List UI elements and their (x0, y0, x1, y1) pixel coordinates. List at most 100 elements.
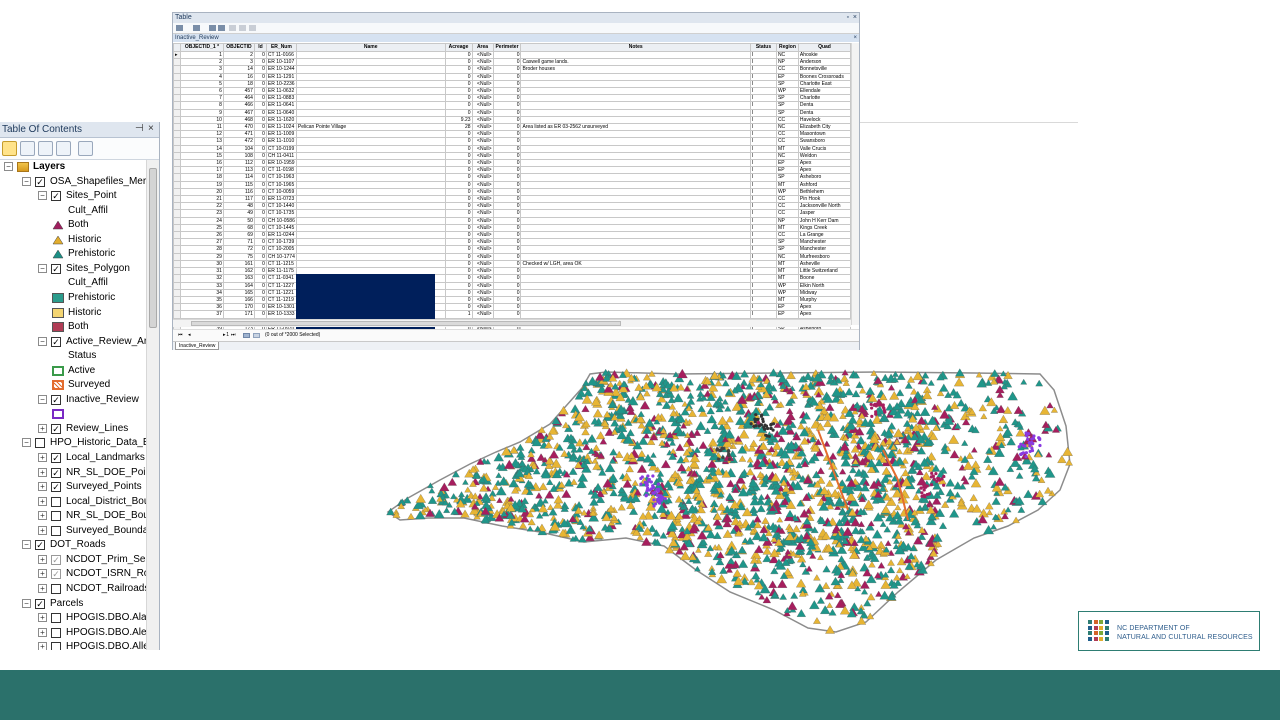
table-row[interactable]: 8 466 0 ER 11-0641 0 <Null> 0 I SP Denta (173, 101, 851, 110)
tab-inactive-review[interactable]: Inactive_Review (175, 342, 220, 350)
toc-item[interactable]: + ✓ Surveyed_Points (0, 480, 146, 494)
toc-item[interactable]: − ✓ Parcels (0, 597, 146, 611)
row-selector[interactable] (173, 310, 181, 319)
row-selector[interactable] (173, 303, 181, 312)
options-icon[interactable] (78, 141, 93, 156)
table-row[interactable]: 26 69 0 ER 11-0244 0 <Null> 0 I CC La Grange (173, 231, 851, 240)
list-by-source-icon[interactable] (20, 141, 35, 156)
layer-visibility-checkbox[interactable]: ✓ (51, 191, 61, 202)
toc-item[interactable]: +HPOGIS.DBO.Alexander (0, 626, 146, 640)
next-record-icon[interactable]: ▸ (223, 332, 226, 338)
toc-item[interactable] (0, 407, 146, 421)
table-row[interactable]: 22 48 0 CT 10-1440 0 <Null> 0 I CC Jacksonville N… (173, 202, 851, 211)
expand-icon[interactable]: + (38, 642, 47, 650)
row-selector[interactable] (173, 209, 181, 218)
expand-icon[interactable]: + (38, 554, 47, 564)
list-by-visibility-icon[interactable] (38, 141, 53, 156)
layer-visibility-checkbox[interactable] (51, 627, 61, 638)
table-row[interactable]: 5 18 0 ER 10-2236 0 <Null> 0 I SP Charlotte East (173, 79, 851, 89)
layer-visibility-checkbox[interactable] (51, 583, 61, 594)
table-row[interactable]: 14 104 0 CT 10-0199 0 <Null> 0 I MT Valle Crucis (173, 144, 851, 153)
zoom-to-selected-icon[interactable] (239, 25, 246, 31)
toc-item[interactable]: Both (0, 320, 146, 334)
toc-item[interactable]: +✓NCDOT_Prim_Sec_Roads (0, 553, 146, 567)
collapse-icon[interactable]: − (38, 263, 47, 273)
toc-item[interactable]: +✓NR_SL_DOE_Points (0, 466, 146, 480)
column-header[interactable]: ER_Num (265, 43, 297, 52)
row-selector[interactable] (173, 115, 181, 125)
toc-item[interactable]: + NCDOT_Railroads (0, 582, 146, 596)
column-header[interactable]: OBJECTID_1 * (179, 43, 224, 52)
table-row[interactable]: 35 166 0 CT 11-1219 0 <Null> 0 I MT Murphy (173, 295, 851, 305)
column-header[interactable]: Region (775, 43, 799, 52)
expand-icon[interactable]: + (38, 583, 47, 593)
toc-item[interactable]: Active (0, 364, 146, 378)
toc-item[interactable]: +Local_District_Boundaries (0, 495, 146, 509)
row-selector[interactable] (173, 288, 181, 297)
grid-hscroll-thumb[interactable] (191, 321, 621, 326)
table-row[interactable]: 11 470 0 ER 11-1024 Pelican Pointe Village 28… (173, 123, 851, 132)
grid-vertical-scrollbar[interactable] (851, 43, 859, 325)
layer-visibility-checkbox[interactable] (51, 613, 61, 624)
pin-icon[interactable]: ⊣ (135, 123, 144, 134)
column-header[interactable]: Quad (797, 43, 851, 52)
table-row[interactable]: 31 162 0 ER 11-1175 0 <Null> 0 I MT Little Switze… (173, 267, 851, 276)
table-options-icon[interactable] (176, 25, 183, 31)
row-selector[interactable] (173, 144, 181, 153)
row-selector[interactable] (173, 159, 181, 168)
table-row[interactable]: 29 75 0 CH 10-1774 0 <Null> 0 I NC Murfreesboro (173, 252, 851, 261)
layer-visibility-checkbox[interactable]: ✓ (51, 263, 61, 274)
toc-scrollbar[interactable] (146, 160, 159, 650)
table-row[interactable]: 6 457 0 ER 11-0632 0 <Null> 0 I WP Ellendale (173, 87, 851, 96)
toc-item[interactable]: + ✓ Review_Lines (0, 422, 146, 436)
table-row[interactable]: 33 164 0 CT 11-1227 0 <Null> 0 I WP Elkin North (173, 281, 851, 290)
row-selector[interactable] (173, 94, 181, 103)
expand-icon[interactable]: + (38, 627, 47, 637)
collapse-icon[interactable]: − (22, 598, 31, 608)
expand-icon[interactable]: + (38, 467, 47, 477)
row-selector[interactable] (173, 274, 181, 283)
layer-visibility-checkbox[interactable] (51, 642, 61, 650)
expand-icon[interactable]: + (38, 496, 47, 506)
layer-visibility-checkbox[interactable] (51, 496, 61, 507)
row-selector[interactable] (173, 187, 181, 197)
layer-visibility-checkbox[interactable]: ✓ (35, 176, 45, 187)
table-row[interactable]: ▸ 1 2 0 CT 11-0166 0 <Null> 0 I NC Ahoskie (173, 50, 851, 60)
list-by-drawing-order-icon[interactable] (2, 141, 17, 156)
row-selector[interactable] (173, 238, 181, 247)
toc-item[interactable]: Both (0, 218, 146, 232)
table-row[interactable]: 17 113 0 CT 11-0198 0 <Null> 0 I EP Apex (173, 166, 851, 175)
row-selector[interactable] (173, 79, 181, 89)
current-record-field[interactable]: 1 (226, 332, 229, 338)
toc-item[interactable]: +HPOGIS.DBO.Alamance (0, 611, 146, 625)
table-row[interactable]: 21 117 0 ER 11-0723 0 <Null> 0 I CC Pin Hook (173, 195, 851, 204)
switch-selection-icon[interactable] (218, 25, 225, 31)
row-selector[interactable] (173, 252, 181, 261)
toc-item[interactable]: +✓NCDOT_ISRN_Roads (0, 567, 146, 581)
table-row[interactable]: 36 170 0 ER 10-1301 0 <Null> 0 I EP Apex (173, 303, 851, 312)
column-header[interactable]: Status (749, 43, 777, 52)
table-row[interactable]: 20 116 0 CT 10-0059 0 <Null> 0 I WP Bethlehem (173, 187, 851, 197)
nc-map-view[interactable] (378, 360, 1078, 645)
table-row[interactable]: 3 14 0 ER 10-1244 0 <Null> 0 Broder houses I CC Bo… (173, 65, 851, 74)
close-table-icon[interactable]: × (853, 35, 857, 41)
row-selector[interactable]: ▸ (173, 50, 181, 60)
row-selector[interactable] (173, 195, 181, 204)
table-row[interactable]: 13 472 0 ER 11-1010 0 <Null> 0 I CC Swansboro (173, 137, 851, 146)
select-by-attributes-icon[interactable] (209, 25, 216, 31)
toc-item[interactable]: Historic (0, 233, 146, 247)
layer-visibility-checkbox[interactable]: ✓ (51, 482, 61, 493)
column-header[interactable]: OBJECTID (222, 43, 255, 52)
row-selector[interactable] (173, 108, 181, 117)
row-selector[interactable] (173, 267, 181, 276)
table-row[interactable]: 25 68 0 CT 10-1445 0 <Null> 0 I MT Kings Creek (173, 223, 851, 233)
column-header[interactable]: Name (295, 43, 446, 52)
layer-visibility-checkbox[interactable] (51, 525, 61, 536)
table-row[interactable]: 28 72 0 CT 10-2005 0 <Null> 0 I SP Manchester (173, 245, 851, 254)
expand-icon[interactable]: + (38, 453, 47, 462)
expand-icon[interactable]: + (38, 525, 47, 535)
toc-item[interactable]: − ✓ Sites_Polygon (0, 262, 146, 276)
column-header[interactable]: Perimeter (492, 43, 522, 52)
column-header[interactable]: Area (471, 43, 494, 52)
row-selector[interactable] (173, 259, 181, 269)
